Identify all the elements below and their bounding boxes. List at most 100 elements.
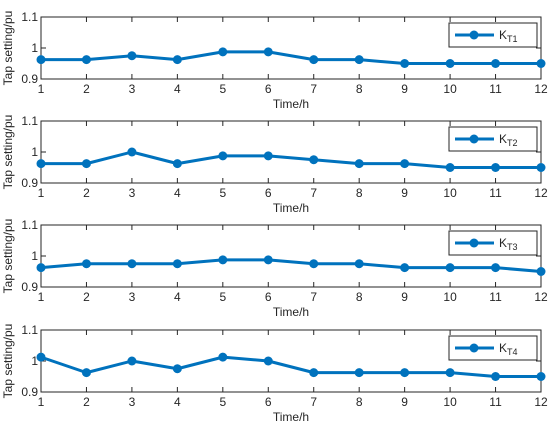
x-tick-label: 5: [219, 186, 226, 200]
legend-label-subscript: T4: [507, 347, 518, 357]
legend-label-name: K: [499, 132, 507, 146]
data-point: [81, 368, 91, 378]
x-tick-label: 1: [38, 82, 45, 96]
data-point: [263, 255, 273, 265]
x-tick-label: 6: [265, 186, 272, 200]
legend-label: KT1: [499, 28, 518, 44]
x-tick-label: 8: [356, 82, 363, 96]
data-point: [218, 151, 228, 161]
x-tick-label: 8: [356, 395, 363, 409]
data-point: [445, 263, 455, 273]
x-tick-label: 10: [443, 186, 457, 200]
y-axis-label: Tap setting/pu: [1, 219, 15, 294]
legend-label: KT3: [499, 236, 518, 252]
y-tick-label: 1.1: [21, 10, 38, 24]
x-tick-label: 10: [443, 395, 457, 409]
x-tick-label: 3: [129, 290, 136, 304]
y-tick-label: 0.9: [21, 280, 38, 294]
data-point: [445, 368, 455, 378]
y-tick-label: 0.9: [21, 176, 38, 190]
data-point: [81, 259, 91, 269]
x-tick-label: 2: [83, 186, 90, 200]
data-point: [536, 372, 546, 381]
data-point: [172, 364, 182, 374]
data-point: [445, 59, 455, 68]
x-tick-label: 3: [129, 82, 136, 96]
x-axis-label: Time/h: [273, 201, 309, 215]
data-point: [127, 356, 137, 366]
x-tick-label: 6: [265, 395, 272, 409]
y-tick-label: 1.1: [21, 114, 38, 128]
x-tick-label: 9: [401, 290, 408, 304]
x-tick-label: 10: [443, 82, 457, 96]
y-tick-label: 0.9: [21, 72, 38, 86]
data-point: [400, 263, 410, 273]
y-tick-label: 1: [31, 354, 38, 368]
x-tick-label: 6: [265, 290, 272, 304]
x-tick-label: 2: [83, 82, 90, 96]
data-point: [400, 368, 410, 378]
data-point: [36, 159, 46, 169]
x-tick-label: 2: [83, 395, 90, 409]
legend-marker: [469, 343, 479, 353]
legend-marker: [469, 134, 479, 144]
legend-label-subscript: T2: [507, 138, 518, 148]
data-point: [354, 159, 364, 169]
data-point: [263, 151, 273, 161]
x-tick-label: 3: [129, 395, 136, 409]
x-tick-label: 4: [174, 395, 181, 409]
data-point: [400, 59, 410, 68]
x-tick-label: 12: [534, 290, 548, 304]
data-point: [309, 55, 319, 65]
data-point: [36, 55, 46, 65]
series-line: [40, 258, 542, 273]
legend-marker: [469, 238, 479, 248]
data-point: [172, 55, 182, 65]
data-point: [309, 368, 319, 378]
legend: KT2: [448, 126, 538, 152]
x-axis-label: Time/h: [273, 410, 309, 424]
y-tick-label: 1: [31, 145, 38, 159]
x-tick-label: 11: [489, 395, 502, 409]
x-tick-label: 11: [489, 290, 502, 304]
legend: KT3: [448, 230, 538, 256]
x-axis-label: Time/h: [273, 97, 309, 111]
x-tick-label: 11: [489, 82, 502, 96]
legend: KT4: [448, 335, 538, 361]
data-point: [400, 159, 410, 169]
y-tick-label: 1.1: [21, 323, 38, 337]
x-tick-label: 5: [219, 290, 226, 304]
x-tick-label: 1: [38, 290, 45, 304]
data-point: [536, 163, 546, 172]
x-tick-label: 4: [174, 290, 181, 304]
x-tick-label: 8: [356, 186, 363, 200]
y-axis-label: Tap setting/pu: [1, 11, 15, 86]
x-tick-label: 5: [219, 395, 226, 409]
data-point: [172, 259, 182, 269]
x-axis-label: Time/h: [273, 305, 309, 319]
x-tick-label: 12: [534, 186, 548, 200]
legend-label-name: K: [499, 28, 507, 42]
data-point: [536, 267, 546, 276]
x-tick-label: 9: [401, 186, 408, 200]
data-point: [263, 47, 273, 57]
data-point: [36, 352, 46, 362]
y-axis-label: Tap setting/pu: [1, 115, 15, 190]
legend-label: KT2: [499, 132, 518, 148]
data-point: [218, 352, 228, 362]
data-point: [81, 159, 91, 169]
y-tick-label: 0.9: [21, 385, 38, 399]
x-tick-label: 3: [129, 186, 136, 200]
legend-label: KT4: [499, 341, 518, 357]
x-tick-label: 2: [83, 290, 90, 304]
x-tick-label: 4: [174, 186, 181, 200]
y-tick-label: 1: [31, 41, 38, 55]
legend-label-subscript: T3: [507, 242, 518, 252]
data-point: [354, 368, 364, 378]
x-tick-label: 10: [443, 290, 457, 304]
y-tick-label: 1.1: [21, 218, 38, 232]
legend: KT1: [448, 22, 538, 48]
